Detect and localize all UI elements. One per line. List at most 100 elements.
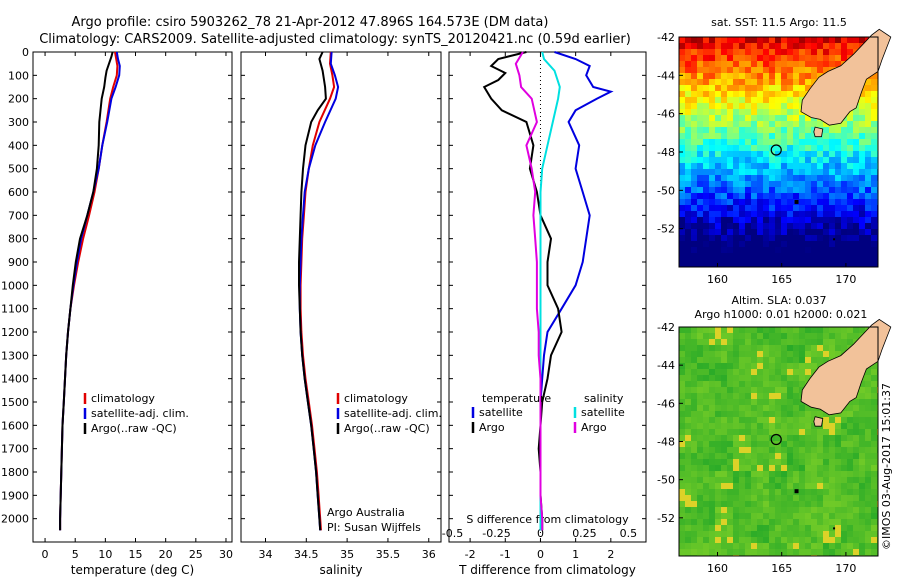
sla_map-cell (817, 513, 823, 519)
sla_map-cell (715, 363, 721, 369)
sst_map-cell (757, 235, 763, 241)
sst_map-cell (841, 211, 847, 217)
sst_map-cell (703, 181, 709, 187)
sla_map-cell (703, 363, 709, 369)
sst_map-cell (841, 253, 847, 259)
sst_map-cell (697, 211, 703, 217)
sst_map-cell (865, 175, 871, 181)
sst_map-cell (745, 43, 751, 49)
sst_map-cell (751, 169, 757, 175)
sla_map-cell (871, 387, 877, 393)
sst_map-cell (751, 61, 757, 67)
sst_map-cell (757, 217, 763, 223)
sla_map-cell (715, 525, 721, 531)
sla_map-cell (811, 369, 817, 375)
sla_map-cell (811, 549, 817, 555)
difference-xtick-label: 2 (607, 548, 614, 561)
sla_map-cell (709, 393, 715, 399)
sla_map-cell (847, 549, 853, 555)
sst_map-cell (769, 241, 775, 247)
sla_map-cell (727, 477, 733, 483)
sst_map-cell (721, 211, 727, 217)
sla_map-cell (721, 483, 727, 489)
sst_map-cell (859, 217, 865, 223)
sst_map-cell (685, 157, 691, 163)
salinity-xtick-label: 36 (422, 548, 436, 561)
sla_map-cell (823, 501, 829, 507)
sst_map-cell (787, 109, 793, 115)
sla_map-cell (811, 531, 817, 537)
sla_map-cell (697, 495, 703, 501)
sla_map-cell (823, 453, 829, 459)
sla_map-cell (859, 477, 865, 483)
sst_map-cell (823, 181, 829, 187)
sla_map-cell (787, 363, 793, 369)
sst_map-cell (721, 121, 727, 127)
sst_map-cell (799, 157, 805, 163)
sla_map-cell (685, 429, 691, 435)
sst_map-cell (817, 229, 823, 235)
sst_map-cell (709, 181, 715, 187)
sla_map-cell (823, 423, 829, 429)
sst_map-cell (781, 55, 787, 61)
sla_map-cell (745, 489, 751, 495)
sst_map-cell (781, 139, 787, 145)
sla_map-cell (703, 513, 709, 519)
sla_map-cell (679, 513, 685, 519)
sla_map-cell (769, 531, 775, 537)
sst_map-cell (757, 241, 763, 247)
sst_map-cell (829, 247, 835, 253)
sst_map-cell (865, 115, 871, 121)
sst_map-cell (853, 259, 859, 265)
sla_map-cell (859, 417, 865, 423)
sst_map-cell (835, 205, 841, 211)
sla_map-cell (679, 423, 685, 429)
sla_map-cell (697, 345, 703, 351)
s-diff-argo-line (514, 51, 544, 531)
sst_map-cell (805, 247, 811, 253)
sst_map-cell (751, 265, 757, 267)
sla_map-cell (703, 423, 709, 429)
sst_map-cell (829, 223, 835, 229)
sla_map-cell (685, 411, 691, 417)
sst_map-cell (739, 187, 745, 193)
sla_map-cell (799, 465, 805, 471)
sla_map-campbell-island (833, 527, 836, 530)
sla_map-cell (757, 525, 763, 531)
sla_map-cell (757, 327, 763, 333)
sst_map-cell (805, 79, 811, 85)
sla_map-cell (847, 339, 853, 345)
sla_map-cell (691, 441, 697, 447)
sst_map-cell (703, 121, 709, 127)
sst_map-cell (817, 139, 823, 145)
sla_map-cell (721, 459, 727, 465)
sst_map-cell (823, 241, 829, 247)
sla_map-cell (775, 531, 781, 537)
sla_map-cell (727, 483, 733, 489)
sst_map-cell (745, 217, 751, 223)
sla_map-cell (823, 339, 829, 345)
difference-x-axis-label: T difference from climatology (458, 563, 636, 577)
sla_map-cell (841, 441, 847, 447)
sla_map-cell (697, 339, 703, 345)
sst_map-cell (757, 91, 763, 97)
sst_map-cell (685, 49, 691, 55)
sla_map-cell (787, 429, 793, 435)
sla_map-cell (859, 381, 865, 387)
sla_map-cell (697, 435, 703, 441)
sla_map-cell (841, 411, 847, 417)
sst_map-cell (799, 229, 805, 235)
sst_map-cell (751, 223, 757, 229)
sst_map-cell (721, 187, 727, 193)
sla_map-cell (793, 339, 799, 345)
sla_map-cell (859, 465, 865, 471)
sst_map-cell (799, 181, 805, 187)
sst_map-cell (775, 211, 781, 217)
sla_map-cell (703, 339, 709, 345)
sla_map-cell (727, 405, 733, 411)
sla_map-cell (691, 537, 697, 543)
sst_map-cell (775, 97, 781, 103)
sst_map-cell (679, 199, 685, 205)
sst_map-cell (721, 133, 727, 139)
sst_map-cell (703, 43, 709, 49)
